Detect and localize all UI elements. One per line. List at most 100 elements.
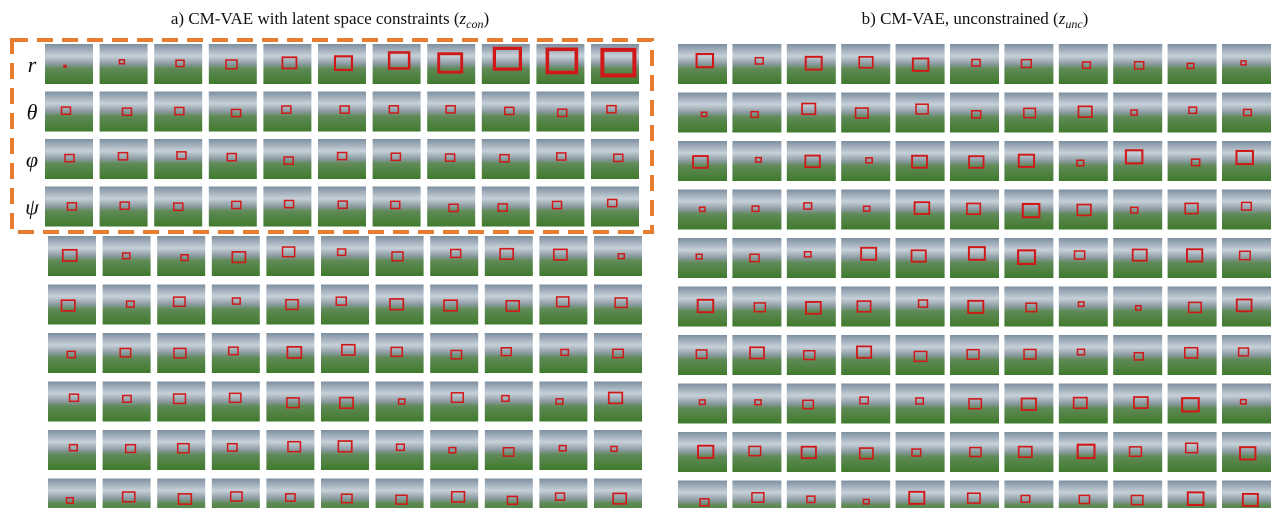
thumbnail [212, 236, 260, 276]
tile-grid [45, 44, 1271, 508]
thumbnail [321, 430, 369, 470]
thumbnail [485, 236, 533, 276]
thumbnail [157, 382, 205, 422]
thumbnail [266, 333, 314, 373]
thumbnail [485, 430, 533, 470]
thumbnail [154, 187, 202, 227]
thumbnail [263, 92, 311, 132]
thumbnail [430, 430, 478, 470]
thumbnail [212, 333, 260, 373]
thumbnail [482, 44, 530, 84]
thumbnail [482, 187, 530, 227]
thumbnail [100, 92, 148, 132]
thumbnail [732, 384, 781, 424]
thumbnail [373, 139, 421, 179]
thumbnail [376, 382, 424, 422]
thumbnail [594, 285, 642, 325]
thumbnail [841, 287, 890, 327]
thumbnail [950, 93, 999, 133]
thumbnail [841, 432, 890, 472]
thumbnail [594, 430, 642, 470]
thumbnail [536, 187, 584, 227]
thumbnail [45, 139, 93, 179]
title-sub: unc [1065, 17, 1083, 31]
thumbnail [1222, 141, 1271, 181]
row-label: φ [26, 147, 38, 172]
thumbnail [732, 432, 781, 472]
thumbnail [1004, 44, 1053, 84]
thumbnail [212, 479, 260, 508]
thumbnail [732, 238, 781, 278]
thumbnail [950, 141, 999, 181]
thumbnail [318, 44, 366, 84]
thumbnail [48, 285, 96, 325]
thumbnail [787, 384, 836, 424]
thumbnail [48, 333, 96, 373]
thumbnail [154, 92, 202, 132]
thumbnail [896, 141, 945, 181]
thumbnail [1004, 190, 1053, 230]
title-text: b) CM-VAE, unconstrained ( [862, 9, 1059, 28]
thumbnail [732, 141, 781, 181]
title-text: a) CM-VAE with latent space constraints … [171, 9, 460, 28]
thumbnail [209, 187, 257, 227]
thumbnail [45, 92, 93, 132]
thumbnail [678, 287, 727, 327]
thumbnail [209, 44, 257, 84]
thumbnail [1059, 384, 1108, 424]
thumbnail [841, 190, 890, 230]
thumbnail [950, 335, 999, 375]
thumbnail [48, 236, 96, 276]
thumbnail [482, 139, 530, 179]
thumbnail [732, 190, 781, 230]
thumbnail [896, 238, 945, 278]
thumbnail [430, 236, 478, 276]
thumbnail [318, 187, 366, 227]
thumbnail [896, 335, 945, 375]
thumbnail [1168, 384, 1217, 424]
thumbnail [266, 382, 314, 422]
thumbnail [1168, 335, 1217, 375]
title-sub: con [466, 17, 483, 31]
thumbnail [1059, 238, 1108, 278]
thumbnail [896, 44, 945, 84]
thumbnail [1004, 335, 1053, 375]
panel-title: b) CM-VAE, unconstrained (zunc) [862, 9, 1089, 31]
thumbnail [787, 238, 836, 278]
thumbnail [950, 432, 999, 472]
thumbnail [1168, 93, 1217, 133]
thumbnail [678, 190, 727, 230]
panel-title: a) CM-VAE with latent space constraints … [171, 9, 489, 31]
thumbnail [1059, 432, 1108, 472]
thumbnail [373, 187, 421, 227]
thumbnail [427, 44, 475, 84]
thumbnail [1168, 190, 1217, 230]
thumbnail [841, 335, 890, 375]
thumbnail [100, 187, 148, 227]
thumbnail [376, 333, 424, 373]
thumbnail [266, 285, 314, 325]
thumbnail [732, 287, 781, 327]
row-label: θ [27, 100, 38, 125]
thumbnail [950, 384, 999, 424]
thumbnail [1004, 93, 1053, 133]
thumbnail [787, 93, 836, 133]
figure: a) CM-VAE with latent space constraints … [0, 0, 1276, 508]
thumbnail [430, 285, 478, 325]
row-label: r [28, 52, 37, 77]
thumbnail [841, 44, 890, 84]
thumbnail [1004, 238, 1053, 278]
thumbnail [841, 238, 890, 278]
thumbnail [103, 333, 151, 373]
thumbnail [209, 92, 257, 132]
thumbnail [896, 93, 945, 133]
thumbnail [678, 481, 727, 508]
thumbnail [732, 335, 781, 375]
thumbnail [536, 139, 584, 179]
thumbnail [1004, 287, 1053, 327]
thumbnail [539, 333, 587, 373]
thumbnail [318, 92, 366, 132]
thumbnail [376, 285, 424, 325]
thumbnail [1004, 384, 1053, 424]
thumbnail [430, 479, 478, 508]
